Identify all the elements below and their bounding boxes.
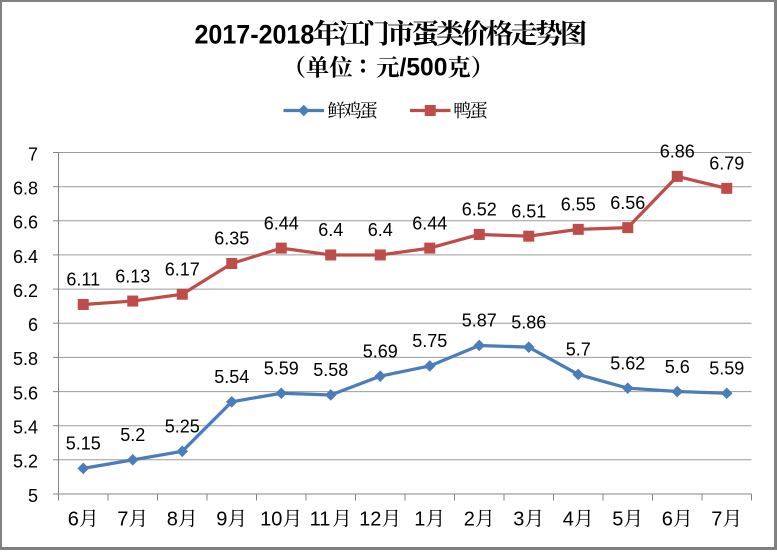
svg-text:5.87: 5.87 (462, 311, 497, 331)
svg-text:6.51: 6.51 (511, 201, 546, 221)
svg-text:5.15: 5.15 (66, 434, 101, 454)
svg-text:7: 7 (117, 509, 128, 531)
svg-text:6.44: 6.44 (264, 213, 299, 233)
svg-text:5.69: 5.69 (363, 341, 398, 361)
svg-text:6.4: 6.4 (368, 220, 393, 240)
svg-text:6.55: 6.55 (561, 195, 596, 215)
svg-text:/500: /500 (400, 55, 448, 82)
svg-text:6.4: 6.4 (13, 247, 38, 267)
svg-text:2017-2018: 2017-2018 (195, 19, 315, 49)
svg-text:9: 9 (216, 509, 227, 531)
svg-text:8: 8 (167, 509, 178, 531)
svg-text:6.86: 6.86 (660, 142, 695, 162)
svg-text:5.6: 5.6 (13, 383, 38, 403)
svg-text:6.4: 6.4 (318, 220, 343, 240)
svg-text:5.6: 5.6 (665, 357, 690, 377)
svg-text:4: 4 (563, 509, 574, 531)
svg-text:5.58: 5.58 (313, 360, 348, 380)
svg-text:6.17: 6.17 (165, 259, 200, 279)
svg-text:5: 5 (28, 486, 38, 506)
svg-text:6.35: 6.35 (214, 229, 249, 249)
svg-text:11: 11 (310, 509, 331, 531)
svg-text:6: 6 (662, 509, 673, 531)
svg-text:6.44: 6.44 (412, 213, 447, 233)
svg-text:5.62: 5.62 (610, 353, 645, 373)
svg-text:6.11: 6.11 (66, 270, 100, 290)
svg-text:7: 7 (28, 144, 38, 164)
svg-text:6.6: 6.6 (13, 213, 38, 233)
svg-text:5.8: 5.8 (13, 349, 38, 369)
svg-text:6: 6 (68, 509, 79, 531)
svg-text:6.79: 6.79 (709, 154, 744, 174)
svg-text:5.7: 5.7 (566, 340, 591, 360)
svg-text:6.2: 6.2 (13, 281, 38, 301)
svg-text:7: 7 (711, 509, 722, 531)
svg-text:10: 10 (260, 509, 282, 531)
svg-text:5.75: 5.75 (412, 331, 447, 351)
svg-text:12: 12 (359, 509, 381, 531)
svg-text:5.59: 5.59 (264, 358, 299, 378)
svg-text:5.25: 5.25 (165, 417, 200, 437)
svg-text:3: 3 (513, 509, 524, 531)
svg-text:6.52: 6.52 (462, 200, 497, 220)
svg-text:1: 1 (414, 509, 425, 531)
svg-text:6.56: 6.56 (610, 193, 645, 213)
svg-text:5.86: 5.86 (511, 312, 546, 332)
svg-text:5.59: 5.59 (709, 358, 744, 378)
svg-text:5.54: 5.54 (214, 367, 249, 387)
svg-text:6: 6 (28, 315, 38, 335)
svg-text:6.13: 6.13 (115, 266, 150, 286)
svg-text:5.2: 5.2 (13, 452, 38, 472)
svg-text:5: 5 (612, 509, 623, 531)
svg-text:5.4: 5.4 (13, 418, 38, 438)
svg-text:2: 2 (464, 509, 475, 531)
svg-text:6.8: 6.8 (13, 178, 38, 198)
svg-text:5.2: 5.2 (120, 425, 145, 445)
